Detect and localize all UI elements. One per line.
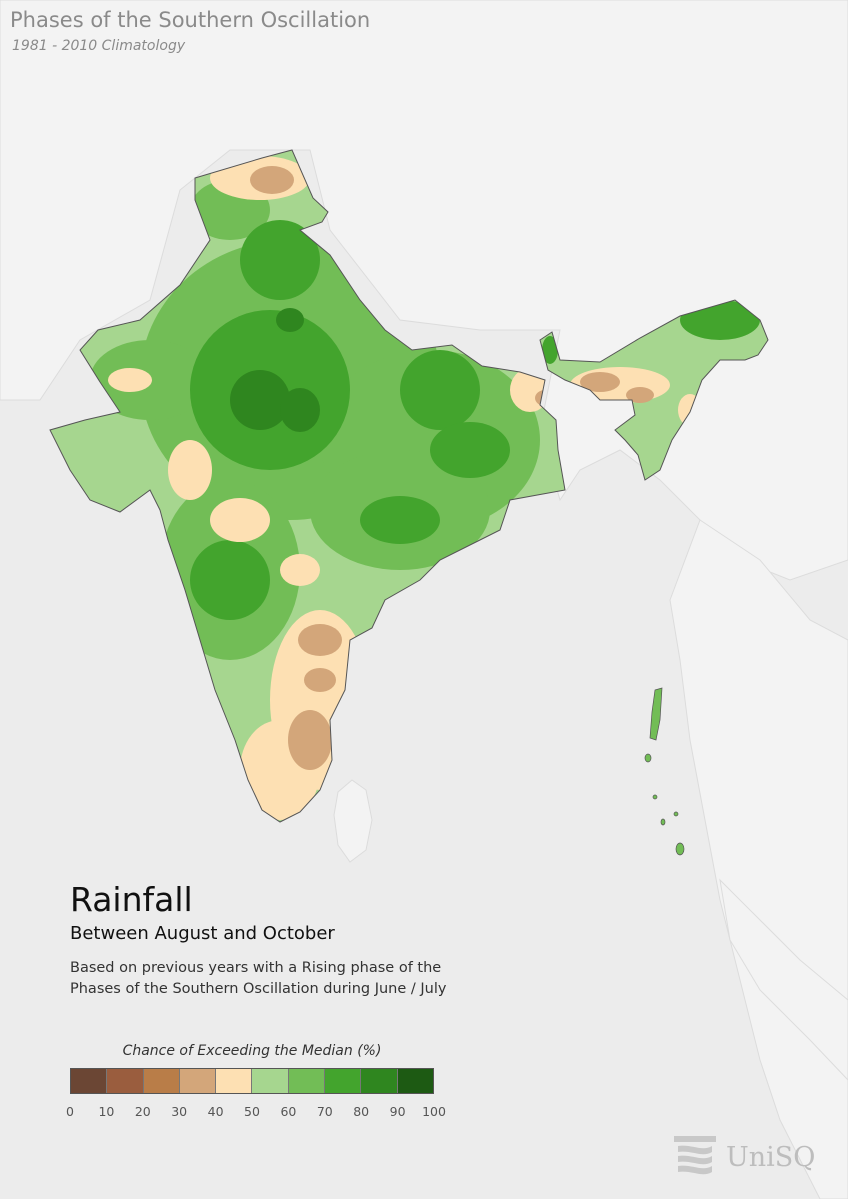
legend-swatch (71, 1069, 108, 1093)
legend-tick-label: 90 (389, 1104, 406, 1119)
logo-text: UniSQ (726, 1141, 816, 1173)
legend-tick-label: 60 (280, 1104, 297, 1119)
unisq-logo-icon (674, 1136, 716, 1175)
legend-swatch (107, 1069, 144, 1093)
description-text: Based on previous years with a Rising ph… (70, 960, 447, 997)
legend-tick-label: 50 (244, 1104, 260, 1119)
unisq-logo: UniSQ (672, 1132, 815, 1182)
period-label: Between August and October (70, 923, 335, 944)
andaman-nicobar-islands (644, 687, 685, 856)
legend-tick-label: 20 (134, 1104, 151, 1119)
legend-swatch (397, 1069, 433, 1093)
legend-swatch (143, 1069, 180, 1093)
legend-tick-label: 40 (207, 1104, 224, 1119)
page-subtitle: 1981 - 2010 Climatology (12, 38, 186, 54)
legend-tick-label: 10 (98, 1104, 115, 1119)
legend-ticks: 0 10 20 30 40 50 60 70 80 90 100 (66, 1104, 446, 1120)
legend-tick-label: 30 (171, 1104, 188, 1119)
legend-tick-label: 100 (422, 1104, 446, 1119)
legend-swatch (361, 1069, 398, 1093)
legend-swatch (179, 1069, 217, 1093)
legend-color-bar (70, 1068, 434, 1094)
legend-swatch (252, 1069, 289, 1093)
page-title: Phases of the Southern Oscillation (10, 8, 371, 32)
legend-swatch (325, 1069, 362, 1093)
legend-swatch (216, 1069, 253, 1093)
legend-tick-label: 80 (353, 1104, 370, 1119)
legend-tick-label: 70 (316, 1104, 333, 1119)
legend-swatch (288, 1069, 326, 1093)
legend-title: Chance of Exceeding the Median (%) (122, 1043, 382, 1059)
rainfall-heading: Rainfall (70, 880, 193, 919)
legend-tick-label: 0 (66, 1104, 74, 1119)
